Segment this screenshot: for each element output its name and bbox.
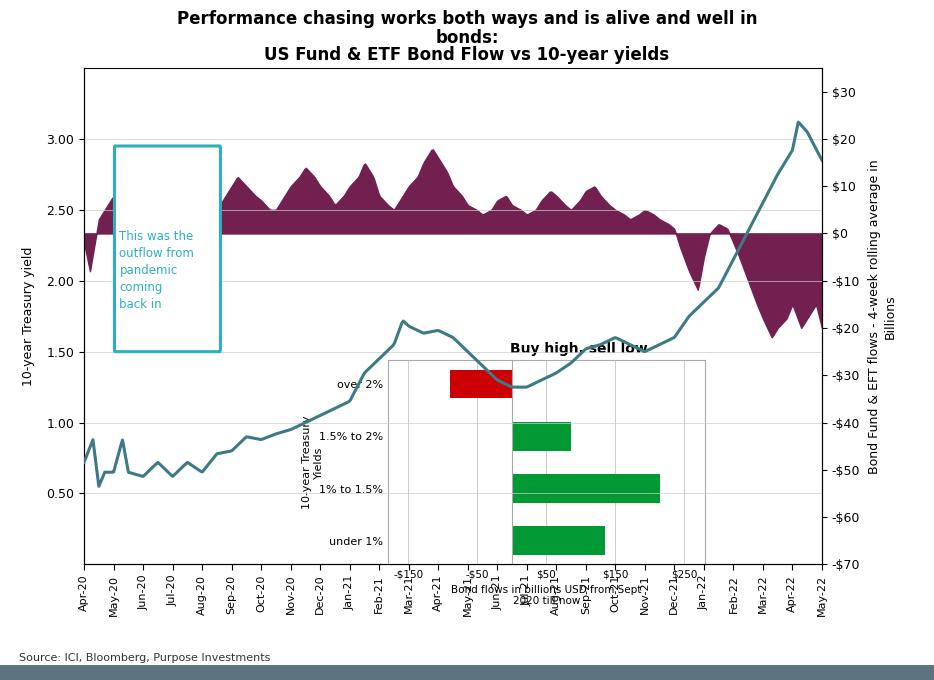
Bar bbox=[450, 370, 512, 398]
Bar bbox=[512, 422, 571, 451]
Text: This was the
outflow from
pandemic
coming
back in: This was the outflow from pandemic comin… bbox=[120, 230, 194, 311]
Text: Performance chasing works both ways and is alive and well in: Performance chasing works both ways and … bbox=[177, 10, 757, 28]
Bar bbox=[512, 474, 660, 503]
X-axis label: Bond flows in billions USD from Sept
2020 till now: Bond flows in billions USD from Sept 202… bbox=[451, 585, 642, 607]
Text: bonds:: bonds: bbox=[435, 29, 499, 46]
Bar bbox=[512, 526, 605, 555]
Text: US Fund & ETF Bond Flow vs 10-year yields: US Fund & ETF Bond Flow vs 10-year yield… bbox=[264, 46, 670, 64]
Y-axis label: Bond Fund & EFT flows - 4-week rolling average in
Billions: Bond Fund & EFT flows - 4-week rolling a… bbox=[869, 159, 897, 473]
Y-axis label: 10-year Treasury
Yields: 10-year Treasury Yields bbox=[303, 415, 324, 509]
Text: Buy high, sell low: Buy high, sell low bbox=[510, 343, 648, 356]
FancyBboxPatch shape bbox=[115, 146, 220, 352]
Text: Source: ICI, Bloomberg, Purpose Investments: Source: ICI, Bloomberg, Purpose Investme… bbox=[19, 653, 270, 663]
Y-axis label: 10-year Treasury yield: 10-year Treasury yield bbox=[22, 247, 35, 386]
